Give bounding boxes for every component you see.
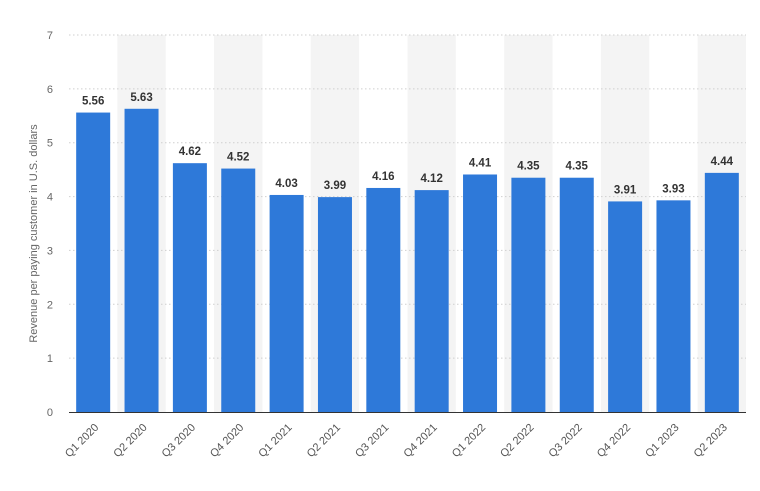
x-tick-label: Q3 2020 (160, 422, 198, 460)
y-tick-label: 2 (47, 299, 53, 311)
data-label: 3.91 (614, 184, 637, 196)
data-label: 4.35 (566, 161, 589, 173)
bars (76, 108, 739, 412)
data-label: 4.35 (517, 161, 540, 173)
x-tick-label: Q4 2021 (401, 422, 439, 460)
x-tick-label: Q3 2022 (547, 422, 585, 460)
y-tick-label: 4 (47, 192, 53, 204)
data-label: 3.99 (324, 180, 346, 192)
bar (704, 172, 739, 412)
bar (414, 190, 449, 412)
data-labels: 5.56 5.63 4.62 4.52 4.03 3.99 4.16 4.12 4.41 4.35… (82, 92, 734, 197)
data-label: 4.44 (711, 156, 734, 168)
data-label: 5.56 (82, 96, 104, 108)
bar (221, 168, 256, 412)
x-tick-label: Q1 2020 (63, 422, 101, 460)
x-tick-label: Q1 2022 (450, 422, 488, 460)
x-tick-label: Q3 2021 (353, 422, 391, 460)
data-label: 5.63 (130, 92, 152, 104)
y-tick-label: 0 (47, 407, 53, 419)
bar (608, 201, 643, 412)
data-label: 4.62 (179, 146, 201, 158)
bar (559, 177, 594, 412)
x-tick-label: Q2 2023 (692, 422, 730, 460)
x-tick-label: Q4 2022 (595, 422, 633, 460)
y-tick-label: 7 (47, 30, 53, 42)
y-tick-label: 1 (47, 353, 53, 365)
bar (124, 108, 159, 412)
x-tick-label: Q2 2020 (111, 422, 149, 460)
x-tick-label: Q2 2021 (305, 422, 343, 460)
x-tick-label: Q1 2021 (256, 422, 294, 460)
y-tick-label: 5 (47, 138, 53, 150)
y-axis-ticks: 0 1 2 3 4 5 6 7 (47, 30, 53, 419)
data-label: 3.93 (662, 183, 684, 195)
bar (172, 163, 207, 412)
data-label: 4.03 (275, 178, 297, 190)
data-label: 4.16 (372, 171, 394, 183)
data-label: 4.41 (469, 157, 492, 169)
bar (511, 177, 546, 412)
bar (76, 112, 111, 412)
x-tick-label: Q4 2020 (208, 422, 246, 460)
x-tick-label: Q2 2022 (498, 422, 536, 460)
bar (366, 187, 401, 412)
data-label: 4.12 (420, 173, 442, 185)
bar (269, 194, 304, 412)
y-axis-title: Revenue per paying customer in U.S. doll… (28, 124, 40, 343)
bar (317, 197, 352, 412)
x-axis-ticks: Q1 2020 Q2 2020 Q3 2020 Q4 2020 Q1 2021 Q2 20… (63, 422, 730, 460)
bar (656, 200, 691, 412)
bar (463, 174, 498, 412)
y-tick-label: 3 (47, 245, 53, 257)
x-tick-label: Q1 2023 (643, 422, 681, 460)
y-tick-label: 6 (47, 84, 53, 96)
data-label: 4.52 (227, 152, 249, 164)
